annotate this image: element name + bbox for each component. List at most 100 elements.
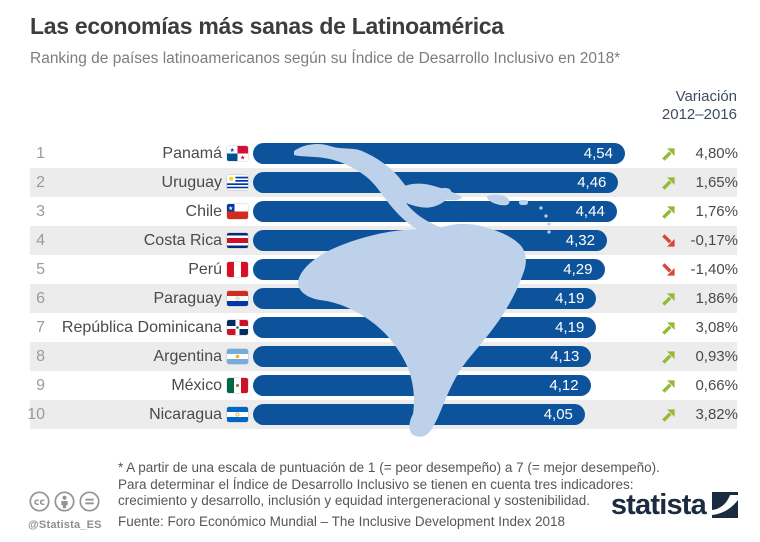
variation-value: 1,76% <box>695 203 738 220</box>
statista-logo-mark-icon <box>712 492 738 518</box>
score-value: 4,13 <box>550 348 580 365</box>
score-value: 4,32 <box>565 232 595 249</box>
ranking-row: 3 Chile ★ 4,44 1,76% <box>0 197 760 226</box>
rank-label: 10 <box>27 406 45 423</box>
ranking-row: 7 República Dominicana 4,19 3,08% <box>0 313 760 342</box>
rank-label: 1 <box>36 145 45 162</box>
trend-up-icon <box>661 291 677 307</box>
score-bar: 4,05 <box>253 404 585 425</box>
variation-value: -1,40% <box>690 261 738 278</box>
source-line: Fuente: Foro Económico Mundial – The Inc… <box>118 514 566 529</box>
score-bar: 4,32 <box>253 230 607 251</box>
score-bar: 4,29 <box>253 259 605 280</box>
cl-flag-icon: ★ <box>227 204 248 219</box>
score-value: 4,19 <box>555 290 585 307</box>
rank-label: 8 <box>36 348 45 365</box>
rank-label: 6 <box>36 290 45 307</box>
uy-flag-icon <box>227 175 248 190</box>
trend-down-icon <box>661 233 677 249</box>
score-bar: 4,46 <box>253 172 619 193</box>
score-value: 4,12 <box>549 377 579 394</box>
trend-up-icon <box>661 146 677 162</box>
rank-label: 7 <box>36 319 45 336</box>
svg-text:★: ★ <box>240 155 245 161</box>
pe-flag-icon <box>227 262 248 277</box>
country-label: Panamá <box>162 145 222 162</box>
country-label: Argentina <box>153 348 223 365</box>
svg-text:★: ★ <box>230 147 235 154</box>
rank-label: 3 <box>36 203 45 220</box>
score-value: 4,19 <box>555 319 585 336</box>
country-label: Uruguay <box>161 174 222 191</box>
ranking-row: 2 Uruguay 4,46 1,65% <box>0 168 760 197</box>
variation-value: 1,86% <box>695 290 738 307</box>
ranking-row: 9 México 4,12 0,66% <box>0 371 760 400</box>
footnote-line: * A partir de una escala de puntuación d… <box>118 460 660 475</box>
country-label: México <box>171 377 222 394</box>
rank-label: 4 <box>36 232 45 249</box>
ar-flag-icon <box>227 349 248 364</box>
ranking-row: 8 Argentina 4,13 0,93% <box>0 342 760 371</box>
variation-value: -0,17% <box>690 232 738 249</box>
country-label: Costa Rica <box>143 232 222 249</box>
trend-up-icon <box>661 407 677 423</box>
variation-column-header: Variación 2012–2016 <box>662 88 737 124</box>
ni-flag-icon <box>227 407 248 422</box>
rank-label: 9 <box>36 377 45 394</box>
cc-attribution-icon <box>54 491 75 512</box>
country-label: Perú <box>188 261 222 278</box>
statista-wordmark: statista <box>610 489 707 521</box>
ranking-list: 1 Panamá ★ ★ 4,54 4,80% 2 Uruguay 4,46 1,… <box>0 139 760 429</box>
trend-up-icon <box>661 204 677 220</box>
variation-value: 1,65% <box>695 174 738 191</box>
score-value: 4,29 <box>563 261 593 278</box>
py-flag-icon <box>227 291 248 306</box>
rank-label: 5 <box>36 261 45 278</box>
score-bar: 4,13 <box>253 346 592 367</box>
score-value: 4,44 <box>575 203 605 220</box>
variation-value: 4,80% <box>695 145 738 162</box>
footnote-line: Para determinar el Índice de Desarrollo … <box>118 476 634 492</box>
page-subtitle: Ranking de países latinoamericanos según… <box>30 50 621 67</box>
score-bar: 4,19 <box>253 317 597 338</box>
variation-value: 0,66% <box>695 377 738 394</box>
country-label: República Dominicana <box>61 319 222 336</box>
statista-logo: statista <box>610 489 738 521</box>
country-label: Nicaragua <box>149 406 222 423</box>
trend-up-icon <box>661 349 677 365</box>
footnote-line: crecimiento y desarrollo, inclusión y eq… <box>118 493 591 508</box>
country-label: Paraguay <box>153 290 223 307</box>
score-bar: 4,19 <box>253 288 597 309</box>
score-value: 4,46 <box>577 174 607 191</box>
ranking-row: 5 Perú 4,29 -1,40% <box>0 255 760 284</box>
score-bar: 4,44 <box>253 201 617 222</box>
do-flag-icon <box>227 320 248 335</box>
variation-value: 3,08% <box>695 319 738 336</box>
country-label: Chile <box>185 203 222 220</box>
score-bar: 4,12 <box>253 375 591 396</box>
ranking-row: 10 Nicaragua 4,05 3,82% <box>0 400 760 429</box>
cr-flag-icon <box>227 233 248 248</box>
mx-flag-icon <box>227 378 248 393</box>
ranking-row: 6 Paraguay 4,19 1,86% <box>0 284 760 313</box>
score-value: 4,54 <box>583 145 613 162</box>
trend-up-icon <box>661 320 677 336</box>
creative-commons-icons: cc <box>29 491 100 512</box>
footnote: * A partir de una escala de puntuación d… <box>118 460 660 510</box>
score-value: 4,05 <box>543 406 573 423</box>
trend-up-icon <box>661 175 677 191</box>
ranking-row: 1 Panamá ★ ★ 4,54 4,80% <box>0 139 760 168</box>
svg-text:★: ★ <box>228 205 233 212</box>
variation-header-line1: Variación <box>675 88 737 105</box>
score-bar: 4,54 <box>253 143 625 164</box>
pa-flag-icon: ★ ★ <box>227 146 248 161</box>
cc-license-icon: cc <box>29 491 50 512</box>
rank-label: 2 <box>36 174 45 191</box>
trend-up-icon <box>661 378 677 394</box>
variation-header-line2: 2012–2016 <box>661 106 737 123</box>
page-title: Las economías más sanas de Latinoamérica <box>30 13 504 39</box>
cc-nd-icon <box>79 491 100 512</box>
twitter-handle: @Statista_ES <box>28 519 102 531</box>
variation-value: 3,82% <box>695 406 738 423</box>
